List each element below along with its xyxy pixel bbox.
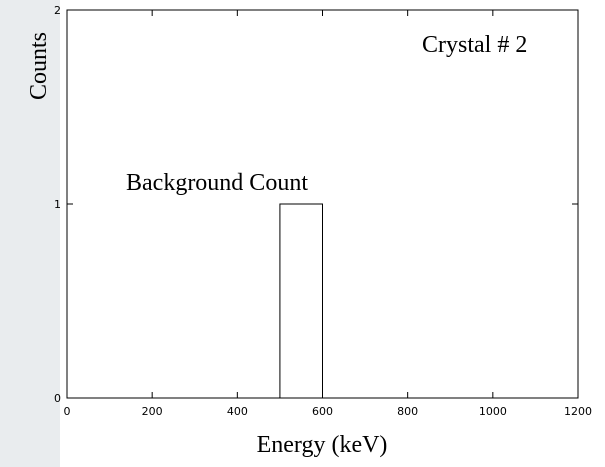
y-axis-label: Counts [26, 32, 52, 100]
x-tick-label: 0 [64, 405, 71, 418]
y-tick-label: 1 [54, 198, 61, 211]
x-tick-label: 600 [312, 405, 333, 418]
x-tick-label: 200 [142, 405, 163, 418]
annotation: Background Count [126, 170, 308, 196]
x-axis-label: Energy (keV) [257, 432, 388, 458]
x-tick-label: 1200 [564, 405, 592, 418]
x-tick-label: 400 [227, 405, 248, 418]
background-strip [0, 0, 60, 467]
y-tick-label: 2 [54, 4, 61, 17]
x-tick-label: 1000 [479, 405, 507, 418]
annotation: Crystal # 2 [422, 32, 527, 58]
x-tick-label: 800 [397, 405, 418, 418]
y-tick-label: 0 [54, 392, 61, 405]
bar [279, 203, 323, 399]
